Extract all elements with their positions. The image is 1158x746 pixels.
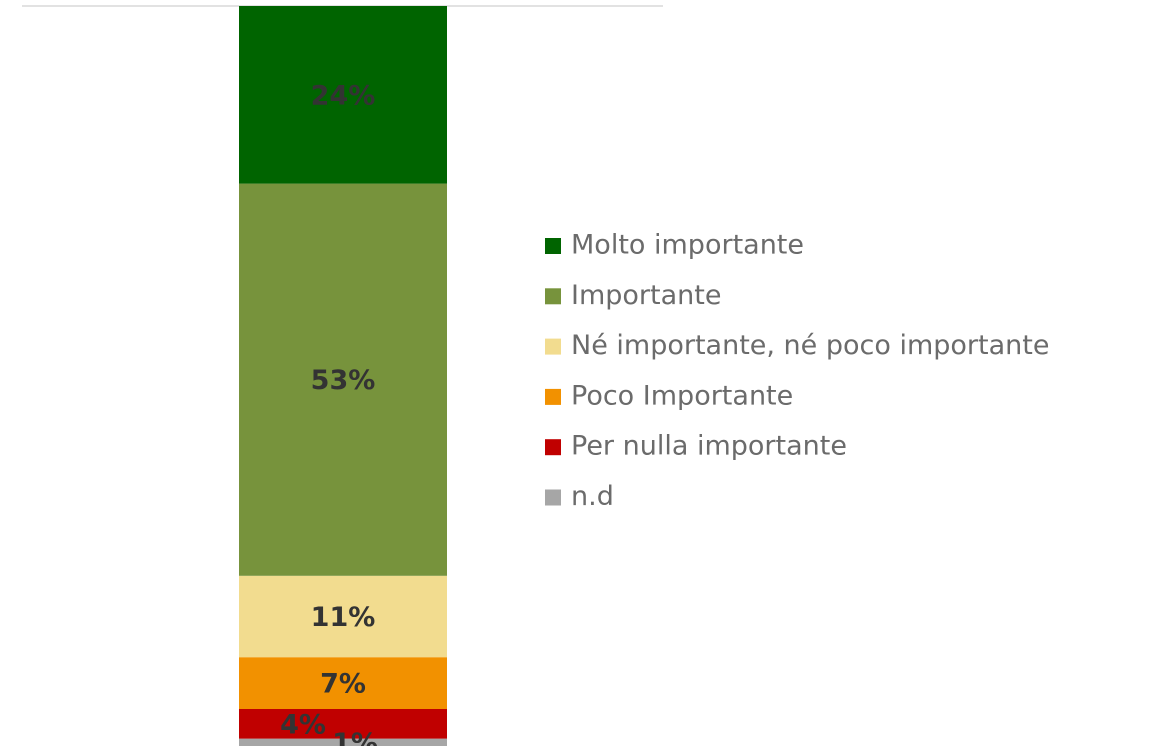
data-label: 7% [320,669,366,700]
legend-label: Poco Importante [571,380,793,411]
bar-segment [239,575,447,658]
data-label: 1% [332,728,378,746]
data-label: 4% [280,709,326,740]
legend-label: n.d [571,481,614,512]
bar-segment [239,183,447,576]
data-label: 24% [311,80,376,111]
data-label: 11% [311,602,376,633]
legend-label: Importante [571,280,721,311]
legend-swatch [545,288,561,305]
bar-segment [239,6,447,184]
legend-swatch [545,388,561,405]
bar-segment [239,738,447,746]
data-label: 53% [311,365,376,396]
bar-segment [239,657,447,709]
legend-swatch [545,439,561,456]
bar-segment [239,709,447,739]
legend-label: Molto importante [571,230,804,261]
legend-swatch [545,238,561,254]
legend-label: Né importante, né poco importante [571,330,1049,361]
legend-swatch [545,489,561,506]
legend-swatch [545,338,561,355]
legend-label: Per nulla importante [571,431,847,462]
